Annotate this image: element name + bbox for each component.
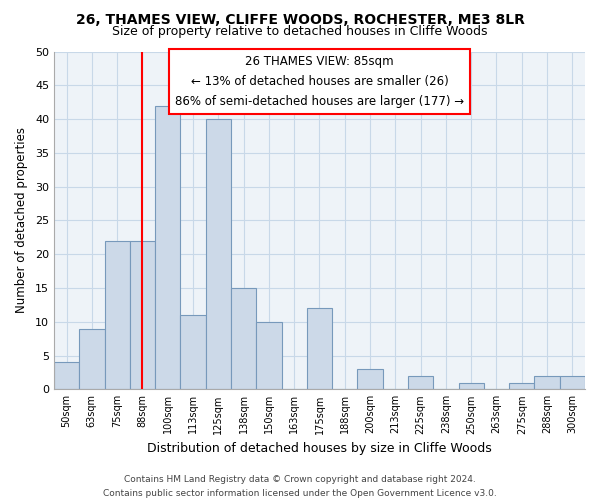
Bar	[104, 240, 130, 390]
Bar	[54, 362, 79, 390]
Bar	[79, 328, 104, 390]
Bar	[458, 382, 484, 390]
X-axis label: Distribution of detached houses by size in Cliffe Woods: Distribution of detached houses by size …	[147, 442, 492, 455]
Text: Contains HM Land Registry data © Crown copyright and database right 2024.
Contai: Contains HM Land Registry data © Crown c…	[103, 476, 497, 498]
Bar	[231, 288, 256, 390]
Bar	[181, 315, 206, 390]
Bar	[256, 322, 281, 390]
Bar	[509, 382, 535, 390]
Text: Size of property relative to detached houses in Cliffe Woods: Size of property relative to detached ho…	[112, 25, 488, 38]
Bar	[560, 376, 585, 390]
Bar	[206, 119, 231, 390]
Bar	[358, 369, 383, 390]
Text: 26, THAMES VIEW, CLIFFE WOODS, ROCHESTER, ME3 8LR: 26, THAMES VIEW, CLIFFE WOODS, ROCHESTER…	[76, 12, 524, 26]
Bar	[535, 376, 560, 390]
Text: 26 THAMES VIEW: 85sqm
← 13% of detached houses are smaller (26)
86% of semi-deta: 26 THAMES VIEW: 85sqm ← 13% of detached …	[175, 55, 464, 108]
Bar	[155, 106, 181, 390]
Y-axis label: Number of detached properties: Number of detached properties	[15, 128, 28, 314]
Bar	[130, 240, 155, 390]
Bar	[307, 308, 332, 390]
Bar	[408, 376, 433, 390]
